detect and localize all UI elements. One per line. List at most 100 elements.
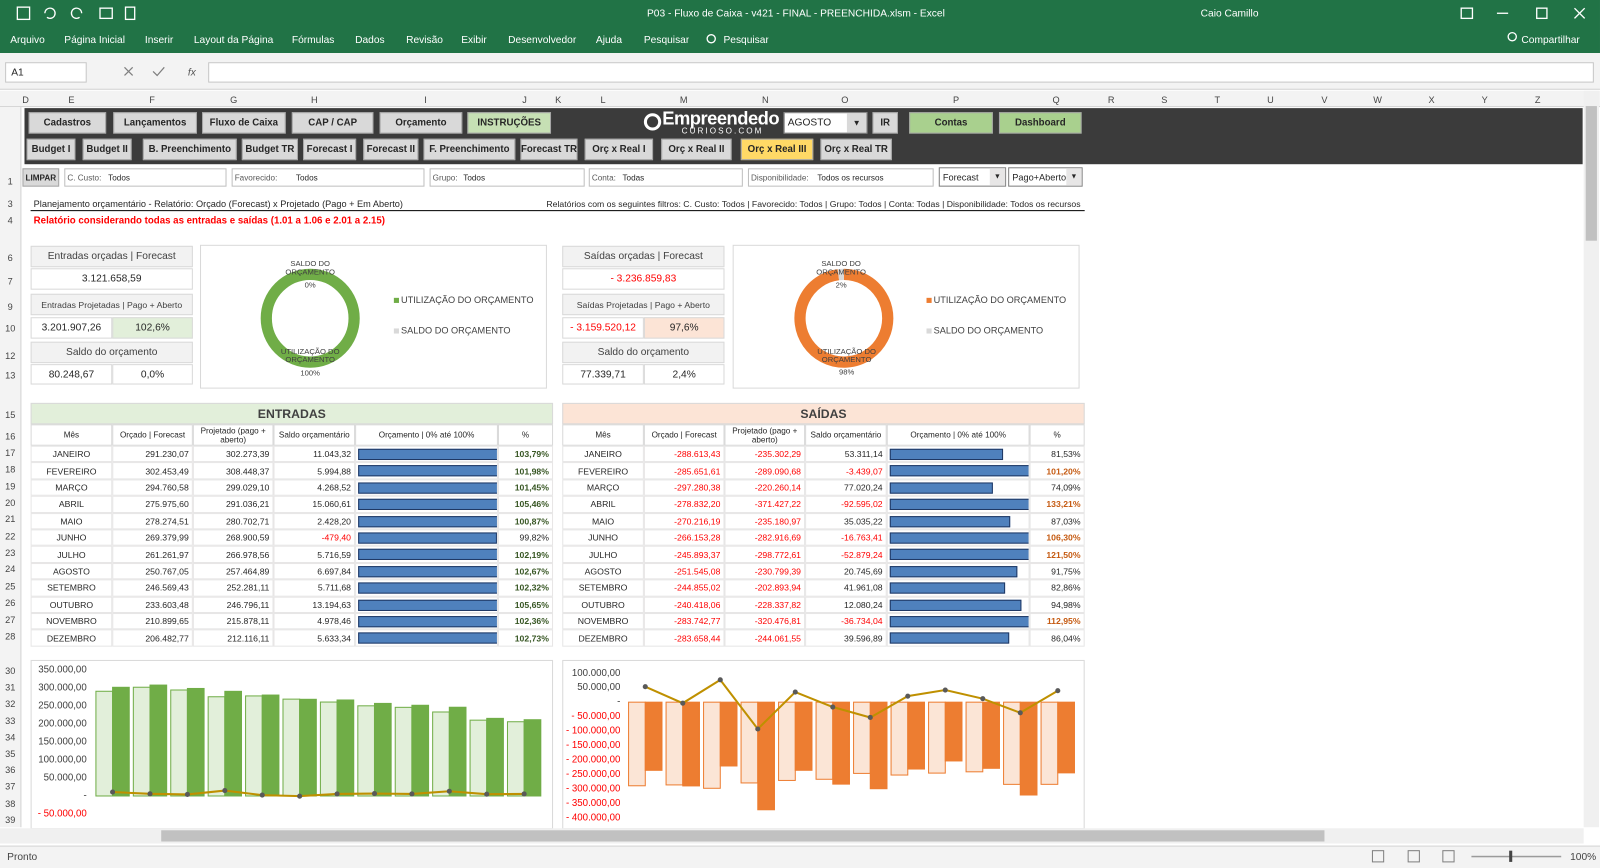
nav-button[interactable]: Budget II bbox=[82, 138, 132, 161]
break-view-icon[interactable] bbox=[1442, 850, 1455, 863]
restore-icon[interactable] bbox=[1536, 7, 1548, 20]
column-header[interactable]: L bbox=[600, 94, 606, 105]
close-icon[interactable] bbox=[1574, 7, 1586, 19]
row-header[interactable]: 24 bbox=[5, 564, 16, 575]
zoom-thumb[interactable] bbox=[1509, 850, 1513, 862]
filter-box[interactable] bbox=[429, 168, 585, 187]
row-header[interactable]: 20 bbox=[5, 497, 16, 509]
ribbon-tab[interactable]: Revisão bbox=[406, 34, 443, 46]
row-header[interactable]: 9 bbox=[7, 301, 13, 313]
nav-button[interactable]: Orç x Real I bbox=[584, 138, 654, 161]
column-header[interactable]: V bbox=[1321, 94, 1328, 105]
filter-box[interactable] bbox=[64, 168, 227, 187]
formula-input[interactable] bbox=[208, 62, 1594, 83]
column-header[interactable]: O bbox=[841, 94, 849, 105]
row-header[interactable]: 39 bbox=[5, 814, 16, 825]
month-select[interactable]: AGOSTO bbox=[783, 112, 868, 134]
go-button[interactable]: IR bbox=[872, 112, 898, 134]
name-box-bg[interactable] bbox=[5, 62, 87, 83]
nav-button[interactable]: Orç x Real TR bbox=[820, 138, 892, 161]
column-header[interactable]: I bbox=[424, 94, 427, 105]
nav-button[interactable]: CAP / CAP bbox=[291, 112, 374, 134]
row-header[interactable]: 1 bbox=[7, 176, 13, 187]
column-header[interactable]: P bbox=[953, 94, 960, 105]
row-header[interactable]: 23 bbox=[5, 547, 16, 559]
column-header[interactable]: G bbox=[230, 94, 238, 105]
column-header[interactable]: R bbox=[1107, 94, 1115, 105]
row-header[interactable]: 16 bbox=[5, 431, 16, 442]
column-header[interactable]: D bbox=[22, 94, 29, 105]
undo-icon[interactable] bbox=[44, 7, 56, 20]
row-header[interactable]: 22 bbox=[5, 531, 16, 542]
name-box[interactable]: A1 bbox=[11, 66, 24, 79]
ribbon-tab[interactable]: Pesquisar bbox=[643, 34, 690, 46]
save-icon[interactable] bbox=[16, 6, 31, 21]
row-header[interactable]: 38 bbox=[5, 798, 16, 809]
ribbon-tab[interactable]: Layout da Página bbox=[193, 34, 274, 46]
horizontal-thumb[interactable] bbox=[161, 830, 1325, 842]
vertical-thumb[interactable] bbox=[1585, 106, 1597, 241]
row-header[interactable]: 3 bbox=[7, 198, 13, 210]
column-header[interactable]: N bbox=[761, 94, 769, 105]
nav-button[interactable]: B. Preenchimento bbox=[142, 138, 237, 161]
vertical-scrollbar[interactable] bbox=[1583, 90, 1599, 828]
row-header[interactable]: 35 bbox=[5, 748, 16, 759]
column-header[interactable]: F bbox=[149, 94, 155, 105]
nav-button[interactable]: Budget TR bbox=[241, 138, 298, 161]
normal-view-icon[interactable] bbox=[1371, 850, 1385, 863]
open-icon[interactable] bbox=[99, 7, 113, 20]
row-header[interactable]: 31 bbox=[5, 682, 16, 693]
nav-button[interactable]: F. Preenchimento bbox=[423, 138, 516, 161]
row-header[interactable]: 21 bbox=[5, 514, 16, 525]
ribbon-tab[interactable]: Inserir bbox=[144, 34, 174, 46]
filter-box[interactable] bbox=[588, 168, 743, 187]
zoom-level[interactable]: 100% bbox=[1570, 851, 1597, 863]
row-header[interactable]: 18 bbox=[5, 464, 16, 475]
enter-icon[interactable] bbox=[152, 66, 165, 77]
row-header[interactable]: 36 bbox=[5, 765, 16, 776]
nav-button[interactable]: Orç x Real III bbox=[740, 138, 814, 161]
ribbon-tab[interactable]: Pesquisar bbox=[723, 34, 769, 46]
row-header[interactable]: 17 bbox=[5, 447, 16, 458]
clear-button[interactable]: LIMPAR bbox=[22, 168, 60, 187]
row-header[interactable]: 15 bbox=[5, 410, 16, 421]
column-header[interactable]: Q bbox=[1052, 94, 1060, 105]
ribbon-tab[interactable]: Página Inicial bbox=[64, 34, 125, 46]
column-header[interactable]: S bbox=[1161, 94, 1168, 105]
column-header[interactable]: X bbox=[1428, 94, 1435, 105]
column-header[interactable]: K bbox=[555, 94, 562, 105]
redo-icon[interactable] bbox=[70, 7, 83, 20]
filter-box[interactable] bbox=[231, 168, 425, 187]
ribbon-tab[interactable]: Fórmulas bbox=[291, 34, 335, 46]
row-header[interactable]: 27 bbox=[5, 614, 16, 625]
ribbon-tab[interactable]: Dados bbox=[355, 34, 385, 46]
ribbon-tab[interactable]: Exibir bbox=[461, 34, 487, 46]
column-header[interactable]: M bbox=[679, 94, 688, 105]
row-header[interactable]: 37 bbox=[5, 781, 16, 792]
column-header[interactable]: H bbox=[310, 94, 318, 105]
row-header[interactable]: 12 bbox=[5, 350, 16, 362]
column-header[interactable]: Y bbox=[1481, 94, 1488, 105]
row-header[interactable]: 25 bbox=[5, 581, 16, 592]
row-header[interactable]: 33 bbox=[5, 715, 16, 726]
row-header[interactable]: 4 bbox=[7, 215, 13, 226]
cancel-icon[interactable] bbox=[124, 66, 134, 76]
share-icon[interactable] bbox=[1507, 31, 1517, 42]
nav-button[interactable]: Fluxo de Caixa bbox=[202, 112, 286, 134]
column-header[interactable]: E bbox=[68, 94, 75, 105]
row-header[interactable]: 34 bbox=[5, 732, 16, 743]
row-header[interactable]: 10 bbox=[5, 323, 16, 334]
share-button[interactable]: Compartilhar bbox=[1521, 34, 1580, 46]
layout-view-icon[interactable] bbox=[1407, 850, 1420, 863]
row-header[interactable]: 7 bbox=[7, 276, 13, 287]
ribbon-tab[interactable]: Desenvolvedor bbox=[508, 34, 577, 46]
nav-button[interactable]: Forecast I bbox=[303, 138, 357, 161]
nav-button[interactable]: Contas bbox=[909, 112, 993, 134]
nav-button[interactable]: Orçamento bbox=[379, 112, 463, 134]
search-bulb-icon[interactable] bbox=[706, 34, 716, 44]
zoom-slider[interactable] bbox=[1471, 855, 1562, 858]
column-header[interactable]: Z bbox=[1534, 94, 1541, 105]
column-header[interactable]: U bbox=[1267, 94, 1274, 105]
filter-box[interactable] bbox=[747, 168, 934, 187]
row-header[interactable]: 19 bbox=[5, 481, 16, 492]
